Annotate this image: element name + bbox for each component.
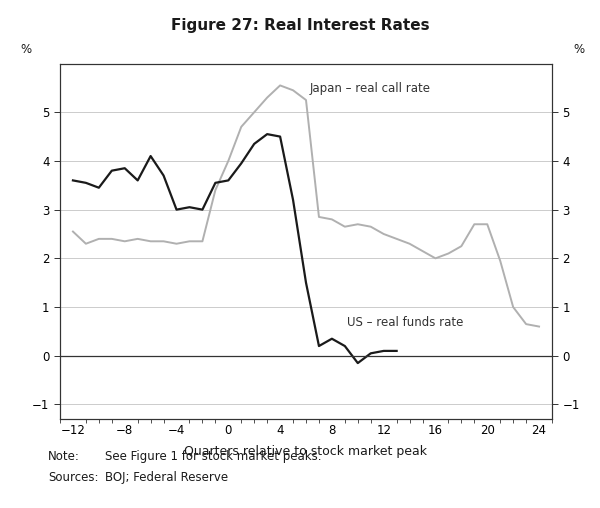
Text: Note:: Note: <box>48 450 80 463</box>
Text: Figure 27: Real Interest Rates: Figure 27: Real Interest Rates <box>170 18 430 33</box>
Text: BOJ; Federal Reserve: BOJ; Federal Reserve <box>105 471 228 485</box>
Text: See Figure 1 for stock market peaks.: See Figure 1 for stock market peaks. <box>105 450 322 463</box>
Text: %: % <box>20 43 31 56</box>
Text: US – real funds rate: US – real funds rate <box>347 315 464 329</box>
Text: Sources:: Sources: <box>48 471 98 485</box>
X-axis label: Quarters relative to stock market peak: Quarters relative to stock market peak <box>185 446 427 458</box>
Text: %: % <box>574 43 584 56</box>
Text: Japan – real call rate: Japan – real call rate <box>310 82 431 95</box>
